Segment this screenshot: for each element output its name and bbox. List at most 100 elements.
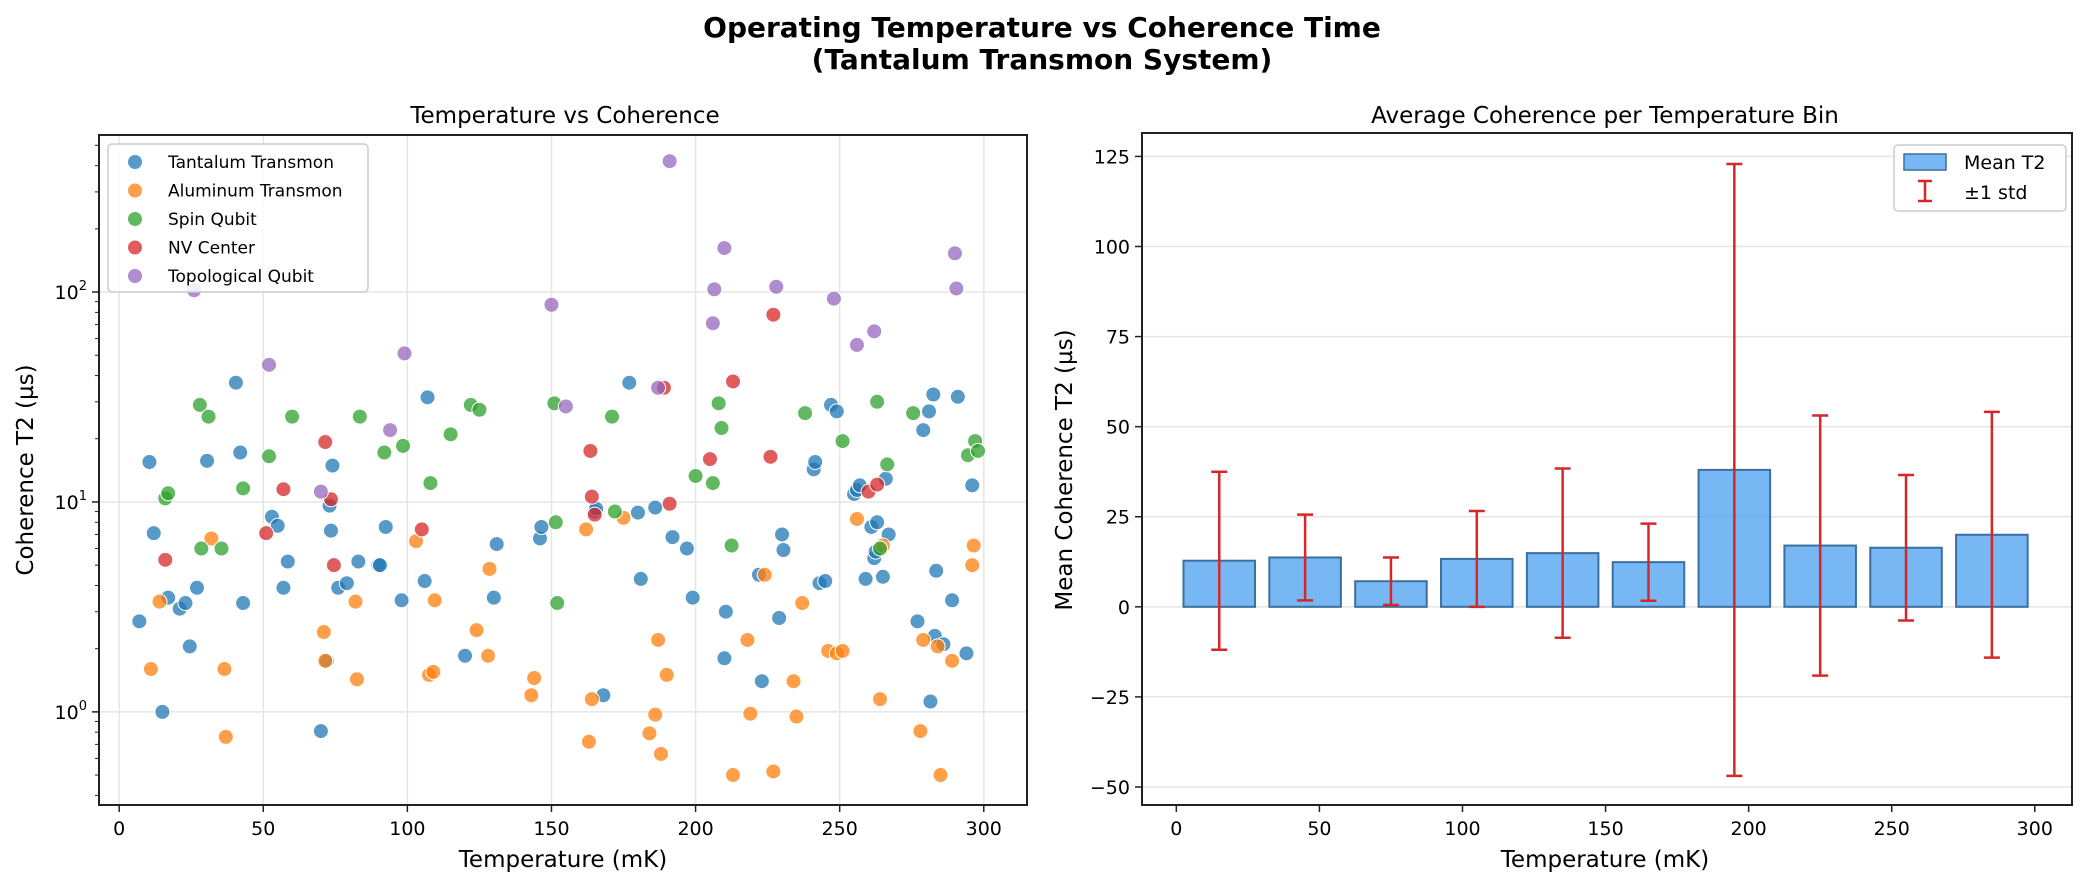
bar-x-tick-label: 300 bbox=[2017, 818, 2053, 840]
scatter-point bbox=[261, 448, 278, 465]
scatter-point bbox=[872, 540, 889, 557]
scatter-point bbox=[701, 451, 718, 468]
scatter-point bbox=[582, 442, 599, 459]
scatter-title: Temperature vs Coherence bbox=[409, 103, 719, 129]
scatter-point bbox=[964, 557, 981, 574]
scatter-point bbox=[661, 153, 678, 170]
scatter-point bbox=[684, 589, 701, 606]
scatter-point bbox=[203, 530, 220, 547]
scatter-point bbox=[371, 557, 388, 574]
scatter-y-tick-label: 102 bbox=[55, 279, 87, 304]
scatter-point bbox=[944, 652, 961, 669]
scatter-point bbox=[932, 767, 949, 784]
scatter-point bbox=[723, 537, 740, 554]
scatter-point bbox=[765, 306, 782, 323]
scatter-point bbox=[825, 290, 842, 307]
scatter-point bbox=[199, 452, 216, 469]
bar-y-tick-label: −50 bbox=[1090, 777, 1130, 799]
scatter-legend: Tantalum Transmon Aluminum Transmon Spin Q… bbox=[107, 143, 369, 293]
scatter-point bbox=[275, 481, 292, 498]
legend-label: NV Center bbox=[168, 239, 255, 259]
scatter-point bbox=[348, 671, 365, 688]
scatter-x-tick-label: 150 bbox=[533, 818, 569, 840]
scatter-point bbox=[547, 514, 564, 531]
scatter-point bbox=[533, 518, 550, 535]
bar-title: Average Coherence per Temperature Bin bbox=[1371, 103, 1839, 129]
scatter-point bbox=[929, 638, 946, 655]
scatter-point bbox=[351, 408, 368, 425]
scatter-point bbox=[647, 499, 664, 516]
scatter-point bbox=[948, 280, 965, 297]
legend-label: Aluminum Transmon bbox=[168, 182, 343, 202]
figure-subtitle: (Tantalum Transmon System) bbox=[811, 43, 1273, 76]
scatter-point bbox=[606, 503, 623, 520]
scatter-point bbox=[909, 613, 926, 630]
scatter-point bbox=[704, 315, 721, 332]
scatter-point bbox=[774, 526, 791, 543]
scatter-point bbox=[583, 488, 600, 505]
scatter-y-tick-label: 100 bbox=[55, 699, 87, 724]
scatter-point bbox=[191, 396, 208, 413]
scatter-point bbox=[396, 345, 413, 362]
legend-bar-swatch bbox=[1903, 153, 1947, 171]
scatter-point bbox=[716, 650, 733, 667]
scatter-point bbox=[325, 557, 342, 574]
scatter-point bbox=[312, 483, 329, 500]
scatter-point bbox=[312, 723, 329, 740]
scatter-point bbox=[713, 420, 730, 437]
scatter-point bbox=[652, 745, 669, 762]
scatter-point bbox=[442, 426, 459, 443]
scatter-point bbox=[131, 613, 148, 630]
scatter-x-ticks: 0 50 100 150 200 250 300 bbox=[113, 805, 1002, 840]
scatter-point bbox=[753, 673, 770, 690]
scatter-point bbox=[866, 323, 883, 340]
scatter-x-tick-label: 50 bbox=[251, 818, 275, 840]
scatter-point bbox=[879, 456, 896, 473]
legend-label: Topological Qubit bbox=[167, 267, 314, 287]
scatter-point bbox=[912, 723, 929, 740]
scatter-point bbox=[317, 652, 334, 669]
scatter-point bbox=[181, 638, 198, 655]
scatter-point bbox=[258, 525, 275, 542]
scatter-point bbox=[142, 661, 159, 678]
error-bars bbox=[1211, 162, 2000, 778]
scatter-point bbox=[468, 622, 485, 639]
scatter-point bbox=[944, 592, 961, 609]
scatter-point bbox=[678, 540, 695, 557]
legend-label: ±1 std bbox=[1964, 182, 2027, 204]
scatter-point bbox=[762, 448, 779, 465]
legend-label: Tantalum Transmon bbox=[167, 153, 334, 173]
bar-y-tick-label: 125 bbox=[1094, 146, 1130, 168]
scatter-point bbox=[457, 647, 474, 664]
scatter-point bbox=[771, 610, 788, 627]
scatter-point bbox=[141, 454, 158, 471]
bar-y-axis-label: Mean Coherence T2 (µs) bbox=[1052, 329, 1078, 610]
scatter-point bbox=[687, 467, 704, 484]
scatter-point bbox=[216, 661, 233, 678]
scatter-point bbox=[964, 477, 981, 494]
bar-axes-frame bbox=[1141, 132, 2073, 806]
bar-y-ticks: −50 −25 0 25 50 75 100 125 bbox=[1090, 146, 1142, 799]
scatter-point bbox=[145, 525, 162, 542]
bar-x-tick-label: 100 bbox=[1444, 818, 1480, 840]
scatter-point bbox=[857, 570, 874, 587]
scatter-point bbox=[377, 518, 394, 535]
bar-x-axis-label: Temperature (mK) bbox=[1500, 847, 1709, 873]
scatter-point bbox=[347, 593, 364, 610]
scatter-point bbox=[324, 457, 341, 474]
scatter-point bbox=[922, 693, 939, 710]
scatter-point bbox=[756, 566, 773, 583]
scatter-point bbox=[621, 374, 638, 391]
scatter-point bbox=[775, 542, 792, 559]
scatter-point bbox=[765, 763, 782, 780]
scatter-point bbox=[869, 393, 886, 410]
scatter-point bbox=[284, 408, 301, 425]
scatter-point bbox=[905, 405, 922, 422]
scatter-point bbox=[869, 476, 886, 493]
scatter-point bbox=[317, 434, 334, 451]
scatter-point bbox=[235, 480, 252, 497]
scatter-point bbox=[817, 573, 834, 590]
scatter-x-tick-label: 250 bbox=[822, 818, 858, 840]
scatter-point bbox=[641, 725, 658, 742]
